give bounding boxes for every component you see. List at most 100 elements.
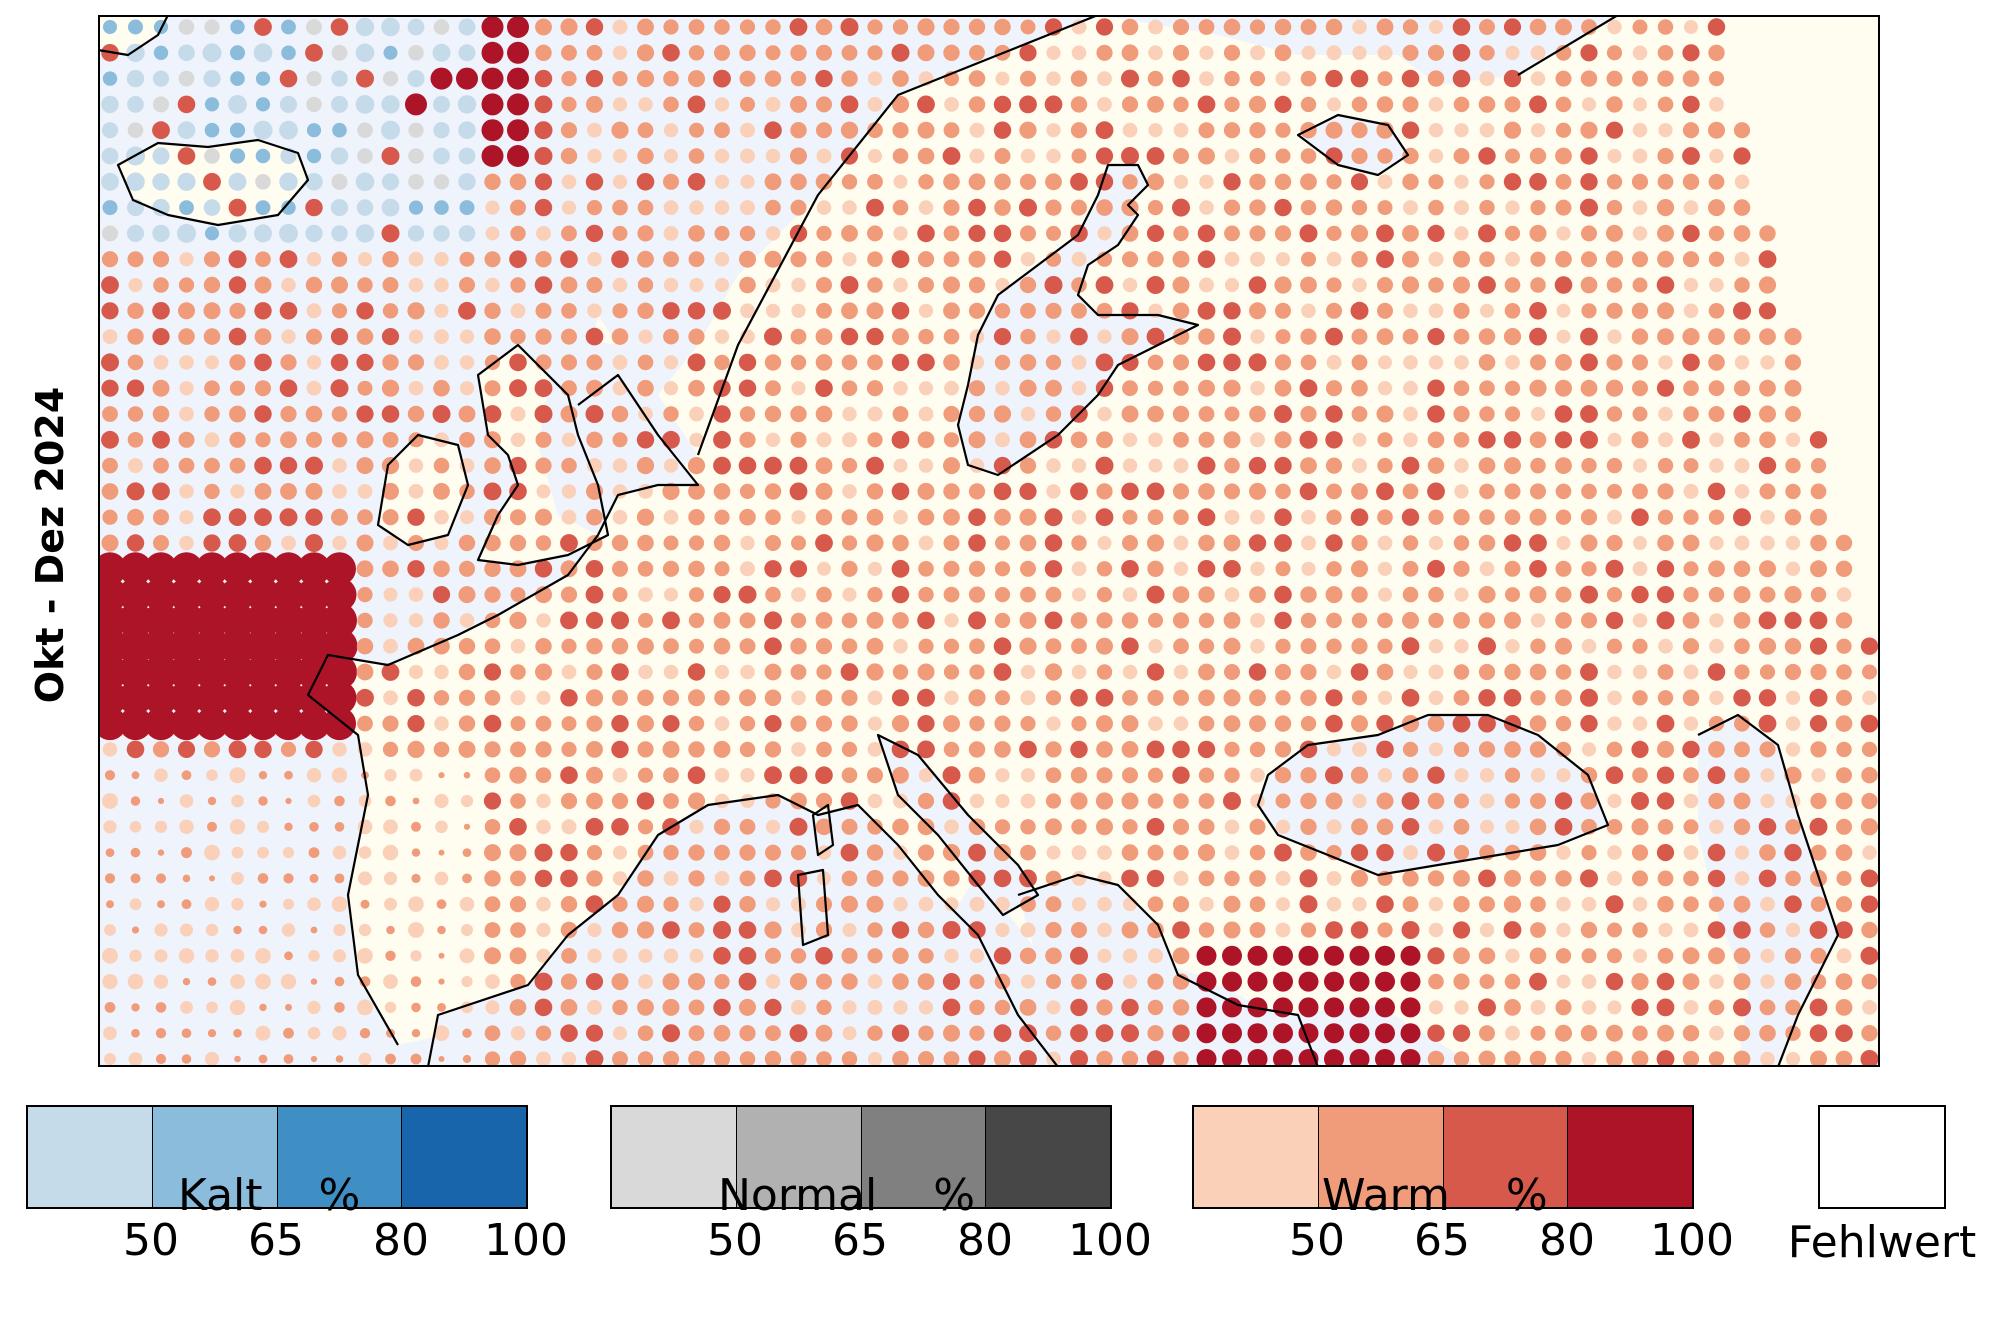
probability-dot <box>969 1025 985 1041</box>
probability-dot <box>1734 715 1750 732</box>
probability-dot <box>104 1053 116 1065</box>
probability-dot <box>127 354 144 371</box>
probability-dot <box>893 509 908 525</box>
probability-dot <box>98 707 127 741</box>
probability-dot <box>1504 303 1521 319</box>
probability-dot <box>1275 329 1291 345</box>
probability-dot <box>1454 355 1469 370</box>
probability-dot <box>1197 353 1216 372</box>
probability-dot <box>612 380 628 396</box>
probability-dot <box>1376 740 1394 759</box>
legend-normal: 50 65 80 100 <box>610 1105 1152 1267</box>
probability-dot <box>1606 70 1623 87</box>
probability-dot <box>1581 948 1597 964</box>
probability-dot <box>1861 792 1878 810</box>
probability-dot <box>411 821 421 832</box>
probability-dot <box>1733 947 1751 965</box>
probability-dot <box>536 613 551 628</box>
probability-dot <box>131 1003 140 1012</box>
probability-dot <box>739 818 756 835</box>
probability-dot <box>1683 793 1699 809</box>
probability-dot <box>1019 1024 1037 1043</box>
probability-dot <box>484 819 501 835</box>
probability-dot <box>1045 690 1062 706</box>
probability-dot <box>1835 896 1853 913</box>
probability-dot <box>1223 44 1241 61</box>
probability-dot <box>253 120 273 140</box>
probability-dot <box>510 303 526 319</box>
probability-dot <box>1657 19 1674 35</box>
probability-dot <box>1403 200 1418 216</box>
probability-dot <box>194 654 230 690</box>
probability-dot <box>1708 121 1725 139</box>
probability-dot <box>816 225 832 241</box>
probability-dot <box>1224 845 1240 860</box>
probability-dot <box>157 900 165 909</box>
probability-dot <box>381 457 400 475</box>
probability-dot <box>943 225 960 242</box>
probability-dot <box>207 977 217 986</box>
probability-dot <box>867 999 883 1015</box>
probability-dot <box>1530 200 1546 216</box>
probability-dot <box>1224 741 1240 758</box>
probability-dot <box>1096 664 1113 680</box>
probability-dot <box>220 680 255 715</box>
probability-dot <box>102 947 118 964</box>
probability-dot <box>259 1003 267 1012</box>
probability-dot <box>917 44 935 62</box>
probability-dot <box>688 45 705 61</box>
probability-dot <box>1198 818 1215 835</box>
probability-dot <box>1224 664 1240 680</box>
probability-dot <box>411 1002 421 1013</box>
probability-dot <box>203 508 221 526</box>
probability-dot <box>1836 818 1852 835</box>
probability-dot <box>815 251 833 268</box>
probability-dot <box>1479 406 1495 422</box>
probability-dot <box>1122 767 1138 784</box>
probability-dot <box>1428 586 1444 603</box>
probability-dot <box>1505 200 1520 215</box>
probability-dot <box>841 741 858 758</box>
probability-dot <box>535 767 552 783</box>
probability-dot <box>840 121 859 139</box>
probability-dot <box>917 95 935 114</box>
probability-dot <box>127 432 144 448</box>
probability-dot <box>205 949 219 963</box>
probability-dot <box>407 508 425 526</box>
probability-dot <box>98 654 128 690</box>
probability-dot <box>507 41 529 64</box>
probability-dot <box>381 224 400 243</box>
probability-dot <box>1275 148 1291 164</box>
probability-dot <box>1325 199 1343 216</box>
probability-dot <box>1580 688 1598 707</box>
probability-dot <box>229 767 246 784</box>
probability-dot <box>1122 251 1138 268</box>
probability-dot <box>409 768 423 782</box>
probability-dot <box>254 302 272 320</box>
probability-dot <box>534 173 553 191</box>
probability-dot <box>586 638 603 655</box>
probability-dot <box>789 482 808 501</box>
probability-dot <box>740 768 755 783</box>
probability-dot <box>891 302 910 320</box>
probability-dot <box>611 740 629 759</box>
probability-dot <box>1503 121 1522 139</box>
probability-dot <box>789 18 808 36</box>
probability-dot <box>1172 999 1190 1016</box>
probability-dot <box>586 379 603 397</box>
probability-dot <box>688 844 705 861</box>
probability-dot <box>459 896 475 912</box>
probability-dot <box>1020 896 1036 913</box>
probability-dot <box>1402 767 1419 784</box>
probability-dot <box>739 638 756 655</box>
probability-dot <box>1682 689 1700 707</box>
probability-dot <box>536 484 551 499</box>
probability-dot <box>816 586 832 603</box>
probability-dot <box>1606 302 1623 319</box>
probability-dot <box>458 534 476 552</box>
probability-dot <box>969 122 985 138</box>
probability-dot <box>1581 225 1597 242</box>
probability-dot <box>1427 224 1445 242</box>
probability-dot <box>1606 587 1623 603</box>
probability-dot <box>1122 174 1138 190</box>
